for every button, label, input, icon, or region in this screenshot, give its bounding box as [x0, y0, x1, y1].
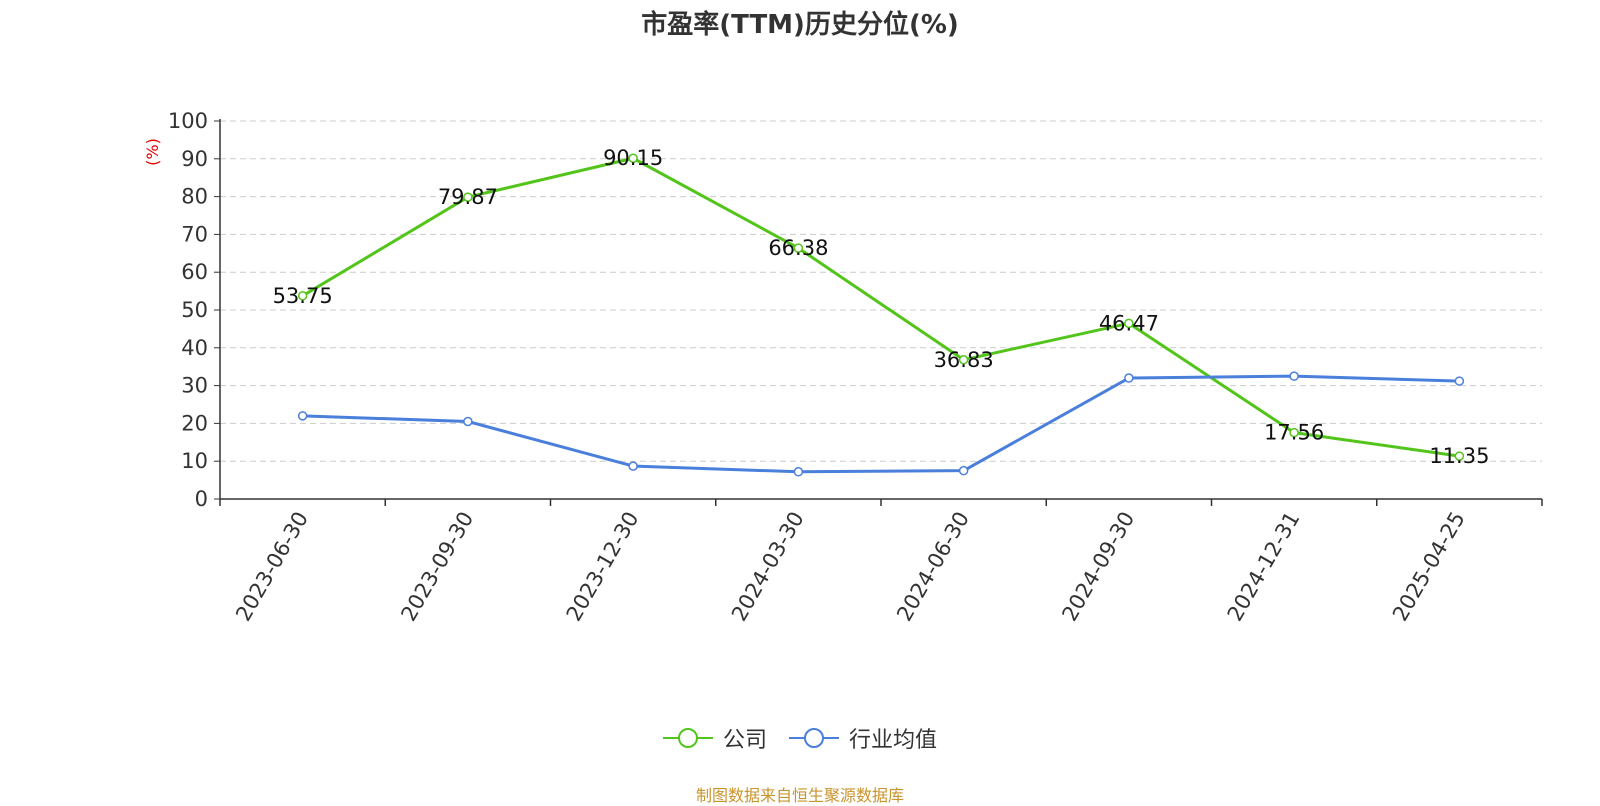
legend-item-industry[interactable]: 行业均值: [789, 722, 937, 754]
data-point: [463, 192, 473, 202]
legend-line-marker-icon: [662, 728, 713, 748]
data-point: [958, 355, 969, 365]
data-label: 36.83: [934, 348, 994, 372]
y-tick-label: 70: [181, 222, 208, 246]
series-line: [301, 156, 1460, 458]
y-tick-label: 90: [181, 147, 208, 171]
axes: 0 10 20 30 40 50 60 70 80 90 100 2023-06-30 2023-09-…: [168, 109, 1543, 626]
legend-line-marker-icon: [789, 728, 839, 748]
data-label: 53.75: [273, 284, 333, 308]
chart-title: 市盈率(TTM)历史分位(%): [641, 10, 959, 40]
x-tick-label: 2023-09-30: [396, 508, 478, 626]
x-tick-label: 2024-03-30: [727, 508, 809, 626]
y-tick-label: 80: [181, 185, 208, 209]
data-point: [1124, 373, 1134, 383]
y-tick-label: 60: [181, 260, 208, 284]
data-point: [1454, 376, 1465, 386]
x-tick-label: 2025-04-25: [1388, 508, 1470, 626]
x-tick-label: 2024-06-30: [892, 508, 974, 626]
y-tick-label: 10: [181, 449, 208, 473]
data-point: [793, 243, 804, 253]
series-line: [302, 374, 1460, 474]
data-point: [1289, 427, 1299, 438]
y-tick-label: 20: [181, 411, 208, 435]
legend-label: 行业均值: [849, 728, 938, 753]
legend-label: 公司: [722, 728, 767, 753]
data-label: 11.35: [1429, 444, 1489, 468]
data-labels: 53.75 79.87 90.15 66.38 36.83 46.47 17.56 11.35: [273, 146, 1490, 468]
data-label: 66.38: [768, 236, 828, 260]
x-tick-label: 2024-12-31: [1223, 508, 1305, 626]
data-label: 17.56: [1264, 421, 1324, 445]
data-point: [628, 153, 638, 163]
data-point: [1454, 451, 1465, 461]
y-tick-label: 50: [181, 298, 208, 322]
source-note: 制图数据来自恒生聚源数据库: [695, 786, 904, 805]
y-tick-label: 40: [181, 336, 208, 360]
data-label: 79.87: [438, 185, 498, 209]
data-point: [463, 416, 473, 427]
grid-lines: [220, 120, 1542, 462]
x-tick-label: 2023-12-30: [562, 508, 644, 626]
series: [297, 153, 1465, 477]
data-label: 90.15: [603, 146, 663, 170]
data-point: [297, 291, 308, 301]
y-axis-label: (%): [143, 138, 162, 166]
data-point: [628, 461, 638, 471]
legend-item-company[interactable]: 公司: [662, 722, 767, 754]
data-point: [793, 467, 804, 477]
data-label: 46.47: [1099, 311, 1159, 335]
x-tick-label: 2023-06-30: [231, 508, 313, 626]
data-point: [297, 411, 308, 421]
x-tick-label: 2024-09-30: [1057, 508, 1139, 626]
y-tick-label: 30: [181, 374, 208, 398]
data-point: [1289, 371, 1299, 381]
legend: 公司 行业均值: [0, 722, 1600, 754]
y-tick-label: 0: [195, 487, 208, 511]
data-point: [1124, 318, 1134, 329]
y-tick-label: 100: [168, 109, 208, 133]
data-point: [958, 465, 969, 476]
